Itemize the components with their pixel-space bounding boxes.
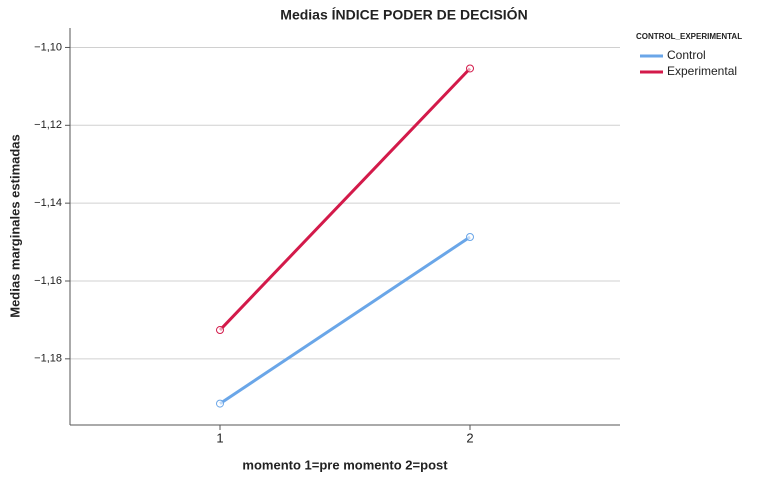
series-line xyxy=(219,235,471,405)
y-tick-label: −1,10 xyxy=(34,41,62,53)
series-line xyxy=(218,67,472,332)
point-marker xyxy=(466,233,474,242)
point-marker xyxy=(466,64,474,73)
x-tick-label: 1 xyxy=(216,430,223,445)
point-marker xyxy=(216,399,224,408)
x-tick-label: 2 xyxy=(466,430,473,445)
y-tick-label: −1,18 xyxy=(34,353,62,365)
chart-title: Medias ÍNDICE PODER DE DECISIÓN xyxy=(280,6,527,23)
y-axis-label: Medias marginales estimadas xyxy=(7,134,22,318)
x-axis-label: momento 1=pre momento 2=post xyxy=(242,457,448,472)
y-tick-label: −1,14 xyxy=(34,197,62,209)
point-marker xyxy=(216,326,224,335)
y-tick-label: −1,16 xyxy=(34,275,62,287)
legend-label: Experimental xyxy=(667,64,737,78)
legend-title: CONTROL_EXPERIMENTAL xyxy=(636,32,742,41)
y-tick-label: −1,12 xyxy=(34,119,62,131)
legend-label: Control xyxy=(667,48,706,62)
